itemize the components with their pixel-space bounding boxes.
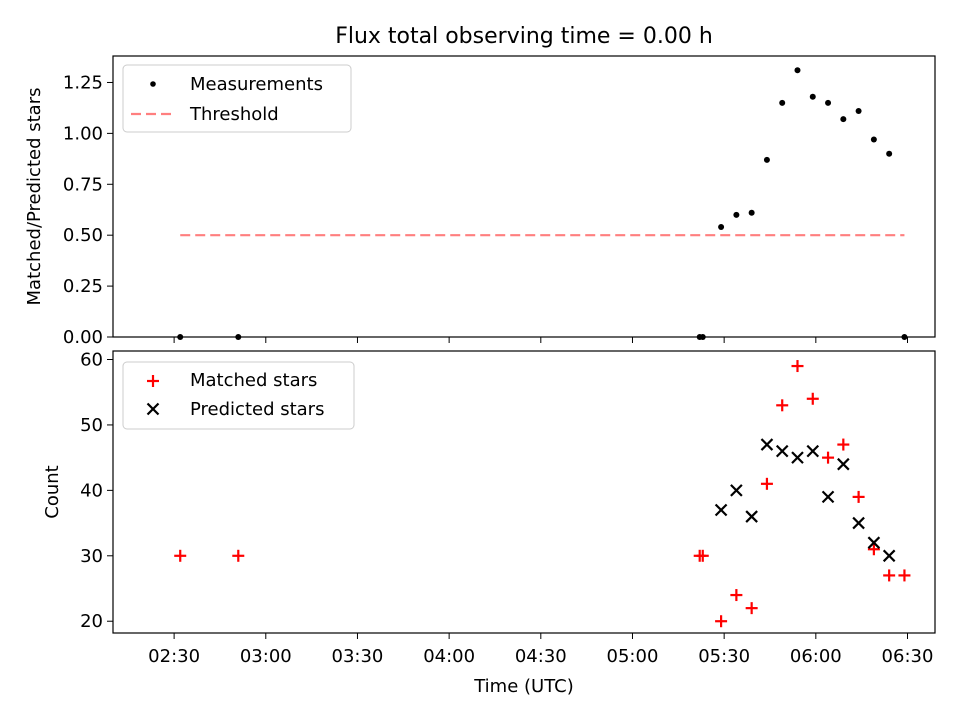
measurement-point [855,107,862,114]
x-tick-label: 05:00 [607,646,659,667]
legend-measurements-marker [150,81,156,87]
predicted-star-point [806,444,820,458]
top-y-tick-label: 0.75 [63,174,103,195]
x-tick-label: 04:30 [515,646,567,667]
predicted-star-point [821,490,835,504]
x-tick-label: 06:00 [790,646,842,667]
predicted-star-point [867,536,881,549]
bottom-y-tick-label: 20 [80,611,103,632]
bottom-y-tick-label: 50 [80,415,103,436]
matched-star-point [174,549,187,562]
measurement-point [748,209,755,216]
top-legend-box [122,64,352,133]
x-axis-label: Time (UTC) [473,676,574,697]
predicted-star-point [882,549,896,563]
top-axes-frame [112,55,936,338]
measurement-point [779,99,786,106]
matched-star-point [232,549,245,562]
measurement-point [733,211,740,218]
measurement-point [886,150,893,157]
bottom-y-tick-label: 60 [80,350,103,371]
chart-title: Flux total observing time = 0.00 h [335,24,713,49]
measurement-point [718,224,725,231]
top-y-tick-label: 1.00 [63,123,103,144]
legend-predicted-label: Predicted stars [190,399,324,420]
measurement-point [177,334,184,340]
matched-star-point [730,589,743,602]
matched-star-point [715,615,728,628]
legend-measurements-label: Measurements [190,74,323,95]
top-y-tick-label: 0.25 [63,276,103,297]
measurement-point [840,116,847,123]
matched-star-point [696,549,709,562]
top-legend: Measurements Threshold [122,64,352,133]
matched-star-point [837,438,850,451]
bottom-panel: 20 30 40 50 60 Count 02:30 03:00 03:30 04:00 04:30… [42,350,936,697]
measurement-point [235,334,242,340]
matched-star-point [776,399,789,412]
legend-predicted-marker [146,402,160,416]
bottom-y-axis-label: Count [42,465,63,518]
bottom-legend-box [122,361,355,430]
top-y-tick-label: 0.50 [63,225,103,246]
matched-star-point [760,477,773,490]
legend-threshold-label: Threshold [189,104,279,125]
x-tick-label: 03:00 [240,646,292,667]
x-tick-label: 06:30 [882,646,934,667]
bottom-y-tick-label: 40 [80,480,103,501]
matched-star-point [883,569,896,582]
matched-star-point [867,543,880,556]
matched-star-point [852,490,865,503]
x-tick-label: 04:00 [423,646,475,667]
top-y-tick-label: 1.25 [63,72,103,93]
matched-star-point [806,392,819,405]
predicted-star-point [852,516,865,530]
top-y-tick-label: 0.00 [63,327,103,348]
bottom-y-tick-label: 30 [80,546,103,567]
x-tick-label: 03:30 [332,646,384,667]
top-y-axis-label: Matched/Predicted stars [24,88,45,306]
bottom-axes-frame [112,350,936,634]
predicted-star-point [775,444,789,458]
predicted-star-point [714,503,728,517]
measurement-point [870,136,877,143]
bottom-legend: Matched stars Predicted stars [122,361,355,430]
predicted-star-point [730,484,743,497]
matched-star-point [791,360,804,373]
measurement-point [825,99,832,106]
predicted-star-point [791,451,804,464]
matched-star-point [898,569,911,582]
measurement-point [699,334,706,340]
measurement-point [763,156,770,163]
predicted-star-point [745,510,758,523]
matched-star-point [822,451,835,464]
top-panel: 0.00 0.25 0.50 0.75 1.00 1.25 Matched/Predicte… [24,55,936,348]
x-tick-label: 02:30 [148,646,200,667]
predicted-star-point [760,438,774,451]
measurement-point [794,67,801,74]
measurement-point [901,334,908,340]
legend-matched-marker [147,375,159,387]
matched-star-point [745,602,758,615]
measurement-point [809,93,816,100]
legend-matched-label: Matched stars [190,370,317,391]
x-tick-label: 05:30 [698,646,750,667]
predicted-star-point [837,457,850,471]
